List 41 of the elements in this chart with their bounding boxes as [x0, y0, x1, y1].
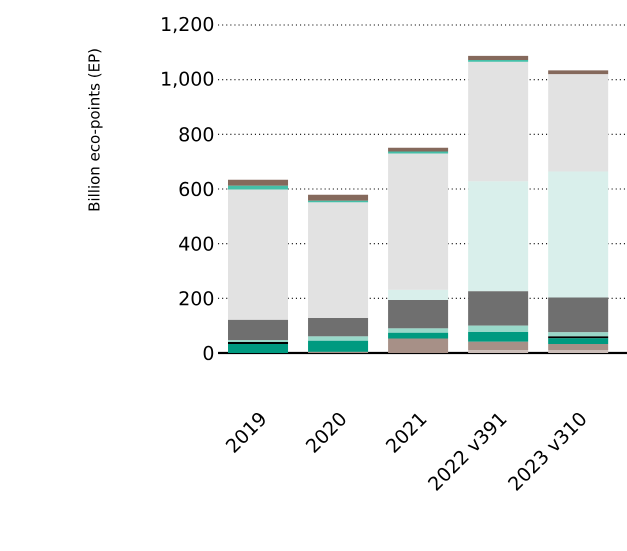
y-tick-label: 600	[180, 182, 214, 196]
bar	[308, 336, 368, 341]
bar	[308, 202, 368, 318]
bar	[548, 74, 608, 172]
y-tick-label: 400	[179, 236, 214, 251]
y-axis-title: Billion eco-points (EP)	[88, 49, 103, 210]
bar	[308, 194, 368, 201]
bar	[308, 340, 368, 352]
bar	[548, 298, 608, 332]
bar	[468, 326, 528, 332]
y-tick-label: 200	[180, 291, 214, 306]
bar	[388, 153, 448, 290]
bar	[228, 190, 288, 320]
bar	[388, 328, 448, 333]
bar	[468, 62, 528, 182]
bar	[548, 172, 608, 298]
y-tick-label: 1,000	[162, 72, 214, 88]
y-tick-label: 800	[179, 127, 214, 142]
bar	[388, 290, 448, 300]
bar	[388, 332, 448, 338]
bar	[468, 350, 528, 353]
bar	[228, 186, 288, 190]
bar	[468, 181, 528, 292]
bar	[228, 320, 288, 340]
y-tick-label: 0	[204, 346, 214, 360]
bar	[548, 338, 608, 344]
bar	[548, 70, 608, 74]
bar	[388, 338, 448, 353]
y-tick-label: 1,200	[162, 16, 214, 34]
bar	[548, 344, 608, 350]
bar	[228, 180, 288, 186]
bar	[468, 291, 528, 326]
bar	[548, 350, 608, 353]
bar	[468, 332, 528, 342]
bar	[228, 344, 288, 353]
bar	[388, 148, 448, 152]
bar	[548, 332, 608, 336]
bar	[308, 318, 368, 336]
bar	[468, 342, 528, 350]
bar	[468, 56, 528, 60]
bar	[388, 300, 448, 328]
